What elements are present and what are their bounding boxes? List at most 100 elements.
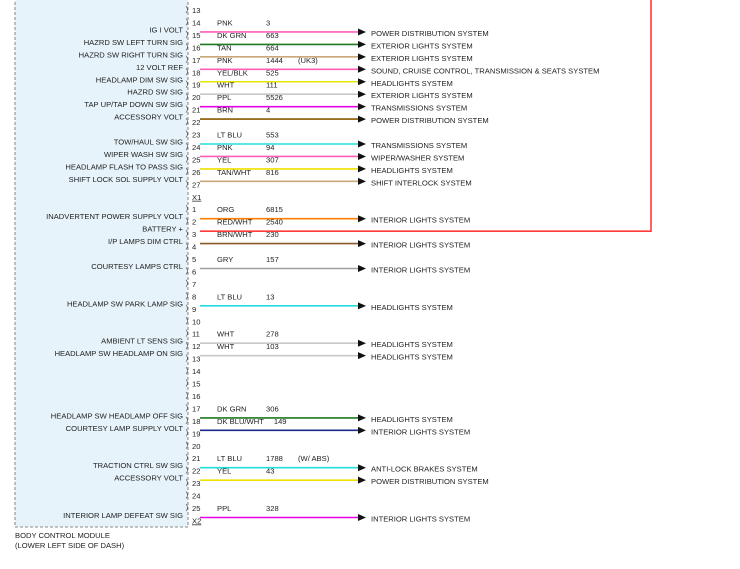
pin-number: 15 <box>192 380 200 389</box>
pin-number: 25 <box>192 155 200 164</box>
wire-color: LT BLU <box>217 454 242 463</box>
pin-number: 25 <box>192 504 200 513</box>
pin-bracket <box>185 117 188 126</box>
pin-bracket <box>185 18 188 26</box>
wire-color: RED/WHT <box>217 218 253 227</box>
destination: HEADLIGHTS SYSTEM <box>371 353 453 362</box>
pin-label: COURTESY LAMP SUPPLY VOLT <box>66 424 184 433</box>
circuit-number: 306 <box>266 404 279 413</box>
pin-bracket <box>185 55 188 64</box>
circuit-number: 553 <box>266 131 279 140</box>
pin-bracket <box>185 155 188 163</box>
wire-color: DK GRN <box>217 31 247 40</box>
pin-bracket <box>185 267 188 275</box>
pin-label: HAZRD SW LEFT TURN SIG <box>84 38 183 47</box>
destination: POWER DISTRIBUTION SYSTEM <box>371 116 489 125</box>
destination: HEADLIGHTS SYSTEM <box>371 166 453 175</box>
pin-bracket <box>185 304 188 313</box>
wire-color: YEL <box>217 467 231 476</box>
circuit-number: 1788 <box>266 454 283 463</box>
pin-bracket <box>185 279 188 288</box>
pin-number: 15 <box>192 31 200 40</box>
pin-number: 16 <box>192 43 200 52</box>
pin-label: INADVERTENT POWER SUPPLY VOLT <box>46 212 183 221</box>
arrow <box>358 177 366 185</box>
pin-bracket <box>185 105 188 113</box>
arrow <box>358 240 366 248</box>
pin-number: 27 <box>192 180 200 189</box>
destination: TRANSMISSIONS SYSTEM <box>371 141 467 150</box>
pin-number: 13 <box>192 6 200 15</box>
destination: HEADLIGHTS SYSTEM <box>371 415 453 424</box>
wire <box>200 0 652 232</box>
wire-color: PNK <box>217 18 233 27</box>
pin-number: 13 <box>192 355 200 364</box>
destination: POWER DISTRIBUTION SYSTEM <box>371 29 489 38</box>
circuit-number: 664 <box>266 43 279 52</box>
destination: INTERIOR LIGHTS SYSTEM <box>371 266 470 275</box>
arrow <box>358 90 366 98</box>
wire-color: PNK <box>217 143 233 152</box>
pin-label: TAP UP/TAP DOWN SW SIG <box>84 100 183 109</box>
pin-label: TOW/HAUL SW SIG <box>114 138 183 147</box>
pin-label: 12 VOLT REF <box>136 63 183 72</box>
circuit-number: 307 <box>266 155 279 164</box>
circuit-number: 157 <box>266 255 279 264</box>
pin-label: I/P LAMPS DIM CTRL <box>108 237 183 246</box>
pin-number: 19 <box>192 81 200 90</box>
destination: EXTERIOR LIGHTS SYSTEM <box>371 91 473 100</box>
circuit-number: 525 <box>266 68 279 77</box>
destination: HEADLIGHTS SYSTEM <box>371 340 453 349</box>
wire-color: YEL/BLK <box>217 68 248 77</box>
connector-name: X2 <box>192 516 201 525</box>
pin-bracket <box>185 167 188 176</box>
arrow <box>358 414 366 422</box>
wire-color: ORG <box>217 205 234 214</box>
pin-bracket <box>185 404 188 412</box>
circuit-number: 103 <box>266 342 279 351</box>
pin-number: 12 <box>192 342 200 351</box>
arrow <box>358 78 366 86</box>
pin-number: 21 <box>192 454 200 463</box>
wire-color: WHT <box>217 342 235 351</box>
circuit-number: 6815 <box>266 205 283 214</box>
pin-bracket <box>185 391 188 400</box>
destination: WIPER/WASHER SYSTEM <box>371 153 464 162</box>
pin-bracket <box>185 317 188 325</box>
destination: HEADLIGHTS SYSTEM <box>371 303 453 312</box>
pin-number: 22 <box>192 118 200 127</box>
arrow <box>358 215 366 223</box>
pin-bracket <box>185 180 188 188</box>
arrow <box>358 514 366 521</box>
wire-color: PPL <box>217 504 231 513</box>
destination: INTERIOR LIGHTS SYSTEM <box>371 241 470 250</box>
pin-number: 22 <box>192 467 200 476</box>
arrow <box>358 426 366 434</box>
pin-bracket <box>185 254 188 263</box>
circuit-number: 663 <box>266 31 279 40</box>
pin-number: 19 <box>192 429 200 438</box>
destination: ANTI-LOCK BRAKES SYSTEM <box>371 465 478 474</box>
pin-label: IG I VOLT <box>149 25 183 34</box>
circuit-number: 4 <box>266 106 270 115</box>
wire-color: TAN/WHT <box>217 168 251 177</box>
pin-number: 17 <box>192 404 200 413</box>
wire-color: DK GRN <box>217 404 247 413</box>
pin-number: 8 <box>192 292 196 301</box>
pin-bracket <box>185 217 188 225</box>
circuit-number: 278 <box>266 330 279 339</box>
pin-bracket <box>185 30 188 39</box>
pin-label: HAZRD SW RIGHT TURN SIG <box>79 50 183 59</box>
pin-bracket <box>185 466 188 474</box>
circuit-number: 43 <box>266 467 274 476</box>
pin-bracket <box>185 503 188 512</box>
pin-number: 14 <box>192 18 200 27</box>
arrow <box>358 140 366 148</box>
pin-number: 3 <box>192 230 196 239</box>
pin-bracket <box>185 5 188 14</box>
destination: INTERIOR LIGHTS SYSTEM <box>371 515 470 524</box>
pin-bracket <box>185 204 188 213</box>
pin-label: HEADLAMP SW PARK LAMP SIG <box>67 299 183 308</box>
wire-color: LT BLU <box>217 292 242 301</box>
wire-color: WHT <box>217 81 235 90</box>
